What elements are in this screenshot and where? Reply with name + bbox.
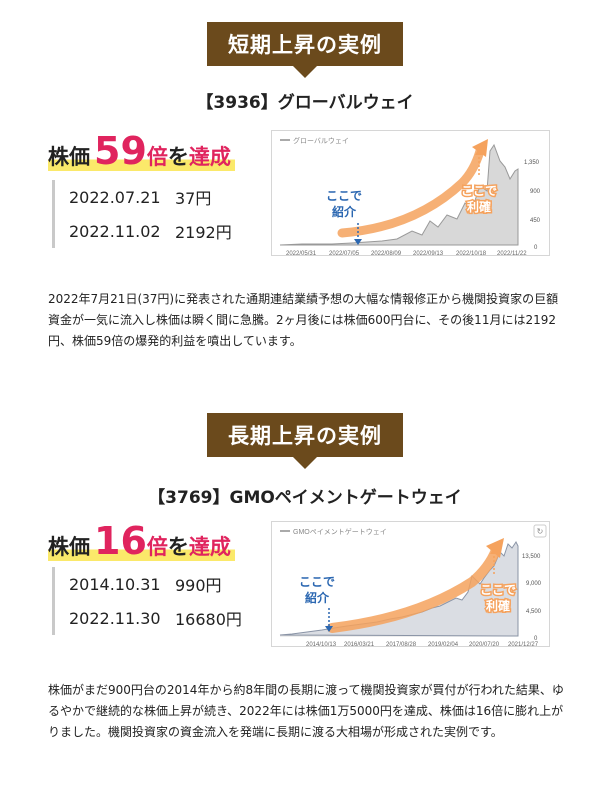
x-tick: 2021/12/27 <box>508 642 539 648</box>
price-row: 2022.11.30 16680円 <box>69 601 242 635</box>
stock-chart: GMOペイメントゲートウェイ ↻ 13,500 9,000 4,500 0 20… <box>271 521 550 648</box>
x-tick: 2020/07/20 <box>469 642 500 648</box>
annotation-intro-2: 紹介 <box>332 204 357 219</box>
row-price: 2192円 <box>175 223 232 242</box>
row-date: 2022.11.30 <box>69 608 161 628</box>
row-price: 37円 <box>175 189 212 208</box>
x-tick: 2016/03/21 <box>344 642 375 648</box>
x-tick: 2022/09/13 <box>413 251 444 257</box>
y-tick: 900 <box>530 189 541 195</box>
chart-legend: GMOペイメントゲートウェイ <box>293 527 387 536</box>
headline-tassei: 達成 <box>188 535 231 559</box>
refresh-glyph: ↻ <box>537 527 544 536</box>
headline: 株価 16 倍 を 達成 <box>48 522 235 561</box>
annotation-profit-1: ここで <box>480 583 516 597</box>
annotation-profit-2: 利確 <box>486 598 510 613</box>
row-date: 2014.10.31 <box>69 574 161 594</box>
description-paragraph: 株価がまだ900円台の2014年から約8年間の長期に渡って機関投資家が買付が行わ… <box>48 683 564 739</box>
stock-title: 【3936】グローバルウェイ <box>196 93 414 113</box>
section-banner: 短期上昇の実例 <box>207 22 403 78</box>
headline-wo: を <box>167 535 189 559</box>
y-tick: 0 <box>534 636 538 642</box>
headline-wo: を <box>167 145 189 169</box>
y-tick: 4,500 <box>526 609 542 615</box>
row-date: 2022.07.21 <box>69 187 161 207</box>
stock-chart-svg: GMOペイメントゲートウェイ ↻ 13,500 9,000 4,500 0 20… <box>279 524 547 648</box>
headline-bai: 倍 <box>146 145 168 169</box>
row-price: 990円 <box>175 576 222 595</box>
x-tick: 2022/11/22 <box>497 251 527 257</box>
y-tick: 450 <box>530 218 541 224</box>
x-tick: 2022/10/18 <box>456 251 487 257</box>
price-row: 2014.10.31 990円 <box>69 567 242 601</box>
section-banner: 長期上昇の実例 <box>207 413 403 469</box>
headline-tassei: 達成 <box>188 145 231 169</box>
annotation-profit-1: ここで <box>461 184 497 198</box>
headline-prefix: 株価 <box>48 145 90 169</box>
stock-title: 【3769】GMOペイメントゲートウェイ <box>148 488 462 508</box>
price-rows: 2014.10.31 990円 2022.11.30 16680円 <box>52 567 242 635</box>
description-paragraph: 2022年7月21日(37円)に発表された通期連結業績予想の大幅な情報修正から機… <box>48 292 559 348</box>
profit-marker-head <box>475 148 483 155</box>
x-tick: 2022/07/05 <box>329 251 360 257</box>
price-area <box>279 143 519 246</box>
x-tick: 2022/05/31 <box>286 251 317 257</box>
headline-multiple: 16 <box>94 519 147 563</box>
annotation-intro-2: 紹介 <box>305 590 330 605</box>
rise-arrow-head <box>472 139 488 157</box>
x-tick: 2022/08/09 <box>371 251 402 257</box>
price-row: 2022.07.21 37円 <box>69 180 232 214</box>
headline: 株価 59 倍 を 達成 <box>48 132 235 171</box>
headline-multiple: 59 <box>94 129 147 173</box>
intro-marker-head <box>354 239 362 245</box>
row-price: 16680円 <box>175 610 242 629</box>
x-tick: 2017/08/28 <box>386 642 417 648</box>
annotation-intro-1: ここで <box>326 189 362 203</box>
chart-legend: グローバルウェイ <box>293 136 349 145</box>
y-tick: 13,500 <box>522 554 541 560</box>
rise-arrow-head <box>486 538 504 558</box>
annotation-profit-2: 利確 <box>467 199 491 214</box>
refresh-icon[interactable] <box>533 524 547 538</box>
annotation-intro-1: ここで <box>299 575 335 589</box>
y-tick: 9,000 <box>526 581 542 587</box>
intro-marker-head <box>325 626 333 632</box>
y-tick: 1,350 <box>524 160 540 166</box>
price-row: 2022.11.02 2192円 <box>69 214 232 248</box>
price-rows: 2022.07.21 37円 2022.11.02 2192円 <box>52 180 232 248</box>
profit-marker-head <box>490 547 498 554</box>
x-tick: 2014/10/13 <box>306 642 337 648</box>
stock-chart-svg: グローバルウェイ 1,350 900 450 0 2022/05/31 2022… <box>279 136 541 257</box>
x-tick: 2019/02/04 <box>428 642 459 648</box>
headline-prefix: 株価 <box>48 535 90 559</box>
rise-arrow-body <box>337 146 485 238</box>
stock-chart: グローバルウェイ 1,350 900 450 0 2022/05/31 2022… <box>271 130 550 257</box>
headline-bai: 倍 <box>146 535 168 559</box>
y-tick: 0 <box>534 245 538 251</box>
rise-arrow-body <box>327 545 501 633</box>
row-date: 2022.11.02 <box>69 221 161 241</box>
